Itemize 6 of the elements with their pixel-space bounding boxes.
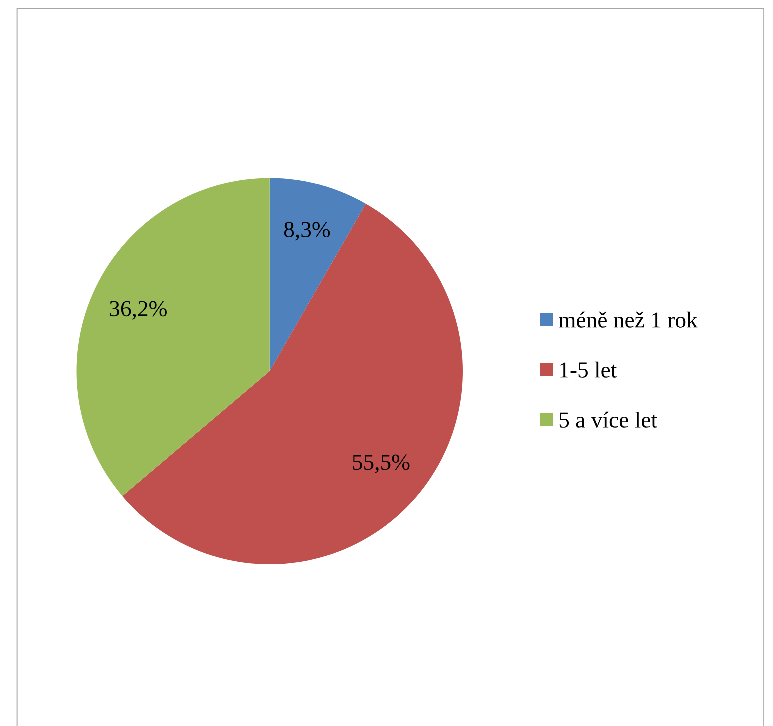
data-label: 36,2% [110, 301, 167, 320]
legend-label: méně než 1 rok [559, 312, 698, 328]
legend-label: 5 a více let [560, 412, 658, 428]
data-label: 55,5% [353, 454, 410, 474]
legend-label: 1-5 let [560, 362, 618, 378]
data-label: 8,3% [284, 222, 330, 241]
